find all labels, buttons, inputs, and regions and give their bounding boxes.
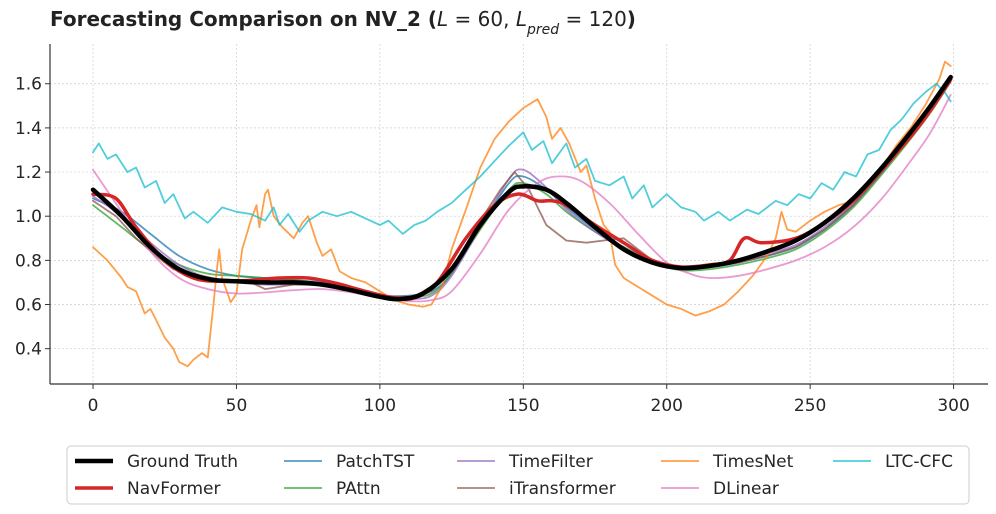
x-tick-label: 100 <box>364 396 396 416</box>
legend-label: PatchTST <box>336 452 415 472</box>
chart-title-text: Forecasting Comparison on NV_2 (L = 60, … <box>50 7 636 38</box>
legend-item-itransformer: iTransformer <box>457 479 616 499</box>
series-line-ground-truth <box>90 74 953 302</box>
x-tick-label: 200 <box>651 396 683 416</box>
series-line-itransformer <box>92 80 952 298</box>
y-tick-label: 0.8 <box>15 251 42 271</box>
x-tick-label: 150 <box>507 396 539 416</box>
chart-title: Forecasting Comparison on NV_2 (L = 60, … <box>50 7 636 38</box>
series-lines <box>90 60 953 368</box>
legend-label: PAttn <box>336 479 381 499</box>
x-tick-label: 250 <box>794 396 826 416</box>
legend-item-navformer: NavFormer <box>75 479 220 499</box>
y-tick-label: 1.6 <box>15 75 42 95</box>
tick-labels: 0 50 100 150 200 250 300 0.4 0.6 0.8 1.0 1.2 1.4 1.6 <box>15 75 970 416</box>
series-line-timesnet <box>92 60 952 368</box>
x-tick-label: 300 <box>937 396 969 416</box>
y-tick-label: 1.2 <box>15 163 42 183</box>
y-tick-label: 0.6 <box>15 296 42 316</box>
legend-label: TimeFilter <box>508 452 593 472</box>
legend-label: DLinear <box>713 479 779 499</box>
series-line-dlinear <box>92 93 952 303</box>
y-tick-label: 1.0 <box>15 207 42 227</box>
legend-label: Ground Truth <box>127 452 238 472</box>
legend-item-patchtst: PatchTST <box>284 452 415 472</box>
y-tick-label: 0.4 <box>15 340 42 360</box>
x-tick-label: 0 <box>88 396 99 416</box>
legend-item-dlinear: DLinear <box>661 479 779 499</box>
legend-label: iTransformer <box>509 479 616 499</box>
legend-label: LTC-CFC <box>885 452 953 472</box>
series-line-ltc-cfc <box>92 82 952 235</box>
axes <box>49 44 988 385</box>
legend: Ground Truth NavFormer PatchTST PAttn TimeFi… <box>66 445 970 505</box>
legend-item-ground-truth: Ground Truth <box>75 452 238 472</box>
legend-item-timesnet: TimesNet <box>661 452 794 472</box>
legend-item-ltc-cfc: LTC-CFC <box>833 452 953 472</box>
y-tick-label: 1.4 <box>15 119 42 139</box>
legend-item-pattn: PAttn <box>284 479 381 499</box>
x-tick-label: 50 <box>226 396 248 416</box>
legend-label: NavFormer <box>127 479 220 499</box>
legend-item-timefilter: TimeFilter <box>457 452 593 472</box>
legend-label: TimesNet <box>712 452 794 472</box>
